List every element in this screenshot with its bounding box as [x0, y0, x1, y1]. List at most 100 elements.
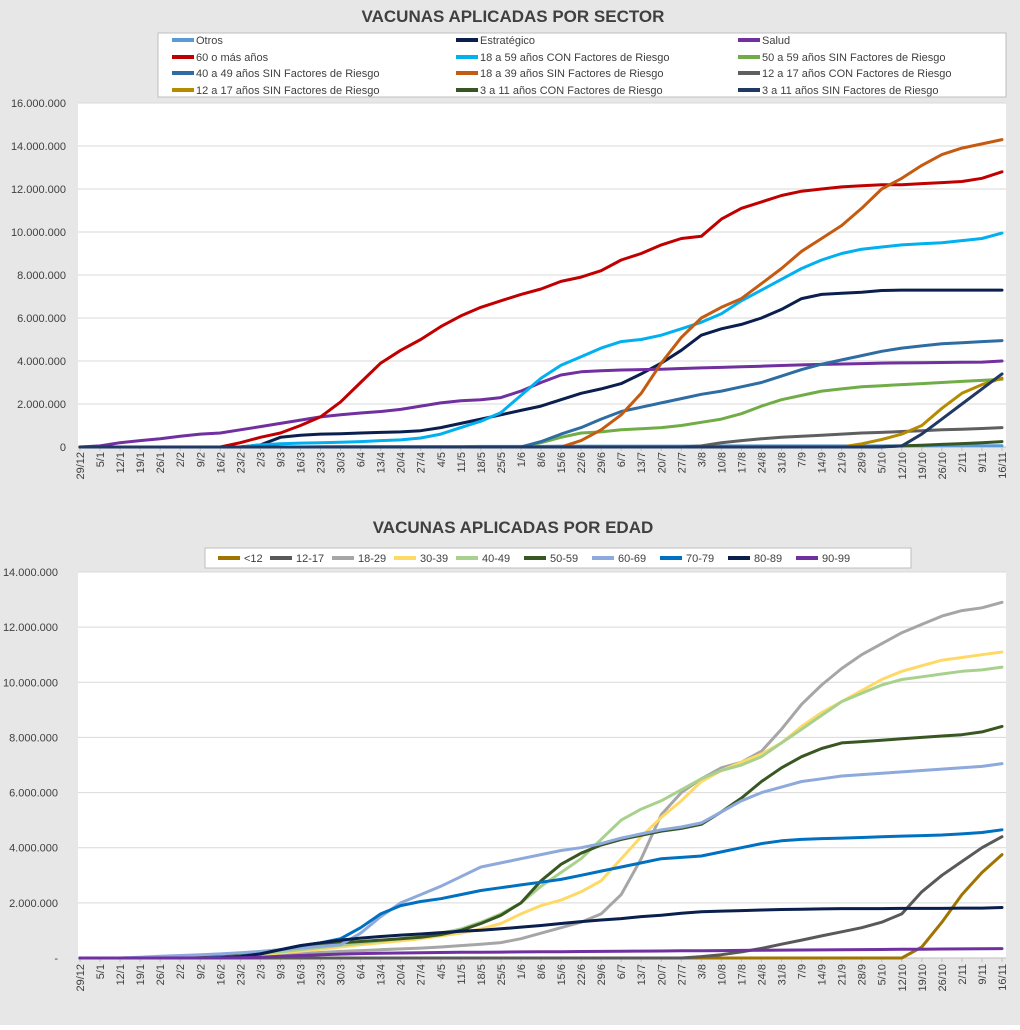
legend-label: 18-29	[358, 553, 386, 565]
x-tick-label: 13/4	[376, 452, 388, 473]
legend-item: 18-29	[332, 553, 386, 565]
legend-label: <12	[244, 553, 263, 565]
x-tick-label: 19/1	[135, 452, 147, 473]
legend-box-sector	[157, 32, 1007, 98]
legend-item: 30-39	[394, 553, 448, 565]
legend-item: 90-99	[796, 553, 850, 565]
x-tick-label: 19/10	[917, 452, 929, 480]
x-tick-label: 26/1	[155, 452, 167, 473]
plot-area-edad	[78, 572, 1006, 958]
x-tick-label: 12/1	[115, 964, 127, 985]
x-tick-label: 16/3	[295, 452, 307, 473]
x-tick-label: 27/7	[676, 964, 688, 985]
legend-label: 80-89	[754, 553, 782, 565]
x-tick-label: 5/1	[95, 964, 107, 979]
x-tick-label: 21/9	[837, 964, 849, 985]
x-tick-label: 11/5	[456, 452, 468, 473]
x-tick-label: 31/8	[777, 964, 789, 985]
x-tick-label: 23/3	[316, 452, 328, 473]
x-tick-label: 12/1	[115, 452, 127, 473]
x-tick-label: 31/8	[777, 452, 789, 473]
y-tick-label: 6.000.000	[9, 788, 58, 800]
x-tick-label: 28/9	[857, 964, 869, 985]
x-tick-label: 3/8	[696, 452, 708, 467]
y-tick-label: 10.000.000	[3, 677, 58, 689]
chart-sector: VACUNAS APLICADAS POR SECTOR Otros Estraté…	[0, 0, 1020, 512]
legend-item: 18 a 39 años SIN Factores de Riesgo	[456, 68, 663, 80]
x-tick-label: 8/6	[536, 964, 548, 979]
x-tick-label: 27/4	[416, 452, 428, 473]
x-tick-label: 16/11	[997, 964, 1009, 991]
legend-label: 12 a 17 años CON Factores de Riesgo	[762, 68, 952, 80]
x-tick-label: 16/3	[295, 964, 307, 985]
legend-item: 60-69	[592, 553, 646, 565]
x-tick-label: 16/2	[215, 452, 227, 473]
x-tick-label: 1/6	[516, 452, 528, 467]
legend-item: 40-49	[456, 553, 510, 565]
x-tick-label: 29/12	[75, 964, 87, 992]
x-tick-label: 15/6	[556, 452, 568, 473]
x-tick-label: 23/2	[235, 964, 247, 985]
x-tick-label: 2/2	[175, 964, 187, 979]
legend-label: 50 a 59 años SIN Factores de Riesgo	[762, 52, 945, 64]
x-tick-label: 20/4	[396, 964, 408, 985]
x-tick-label: 25/5	[496, 452, 508, 473]
x-tick-label: 2/11	[957, 964, 969, 985]
x-tick-label: 22/6	[576, 964, 588, 985]
x-tick-label: 15/6	[556, 964, 568, 985]
y-tick-label: 2.000.000	[9, 898, 58, 910]
legend-item: 3 a 11 años CON Factores de Riesgo	[456, 85, 663, 97]
legend-item: Salud	[738, 35, 790, 47]
x-tick-label: 2/11	[957, 452, 969, 473]
x-tick-label: 27/4	[416, 964, 428, 985]
legend-label: 40 a 49 años SIN Factores de Riesgo	[196, 68, 379, 80]
legend-label: 60-69	[618, 553, 646, 565]
x-tick-label: 22/6	[576, 452, 588, 473]
x-tick-label: 10/8	[716, 452, 728, 473]
legend-item: 18 a 59 años CON Factores de Riesgo	[456, 52, 670, 64]
x-tick-label: 23/3	[316, 964, 328, 985]
x-tick-label: 6/7	[616, 964, 628, 979]
y-tick-label: 16.000.000	[11, 98, 66, 110]
x-tick-label: 29/6	[596, 452, 608, 473]
x-tick-label: 26/1	[155, 964, 167, 985]
x-tick-label: 2/3	[255, 452, 267, 467]
x-tick-label: 13/4	[376, 964, 388, 985]
x-tick-label: 20/7	[656, 964, 668, 985]
y-tick-label: 12.000.000	[3, 622, 58, 634]
x-tick-label: 26/10	[937, 452, 949, 480]
legend-label: 18 a 39 años SIN Factores de Riesgo	[480, 68, 663, 80]
legend-item: 50-59	[524, 553, 578, 565]
x-tick-label: 17/8	[736, 452, 748, 473]
x-tick-label: 25/5	[496, 964, 508, 985]
legend-item: 80-89	[728, 553, 782, 565]
x-tick-label: 5/1	[95, 452, 107, 467]
legend-label: 70-79	[686, 553, 714, 565]
x-tick-label: 9/2	[195, 964, 207, 979]
legend-label: 3 a 11 años CON Factores de Riesgo	[480, 85, 663, 97]
legend-item: 3 a 11 años SIN Factores de Riesgo	[738, 85, 939, 97]
legend-item: 40 a 49 años SIN Factores de Riesgo	[172, 68, 379, 80]
legend-label: Otros	[196, 35, 223, 47]
x-tick-label: 26/10	[937, 964, 949, 992]
y-tick-label: -	[54, 953, 58, 965]
x-tick-label: 29/12	[75, 452, 87, 480]
chart-title-sector: VACUNAS APLICADAS POR SECTOR	[362, 7, 665, 26]
series-line	[78, 762, 1004, 960]
x-tick-label: 6/4	[356, 964, 368, 979]
y-tick-label: 4.000.000	[17, 356, 66, 368]
x-tick-label: 9/2	[195, 452, 207, 467]
legend-label: 12 a 17 años SIN Factores de Riesgo	[196, 85, 379, 97]
x-tick-label: 4/5	[436, 964, 448, 979]
x-tick-label: 9/3	[275, 964, 287, 979]
x-tick-label: 20/4	[396, 452, 408, 473]
legend-box-edad	[204, 547, 912, 569]
legend-item: Estratégico	[456, 35, 535, 47]
y-tick-label: 12.000.000	[11, 184, 66, 196]
y-tick-label: 8.000.000	[17, 270, 66, 282]
x-tick-label: 20/7	[656, 452, 668, 473]
legend-label: 60 o más años	[196, 52, 269, 64]
series-line	[78, 947, 1004, 960]
legend-label: 3 a 11 años SIN Factores de Riesgo	[762, 85, 939, 97]
